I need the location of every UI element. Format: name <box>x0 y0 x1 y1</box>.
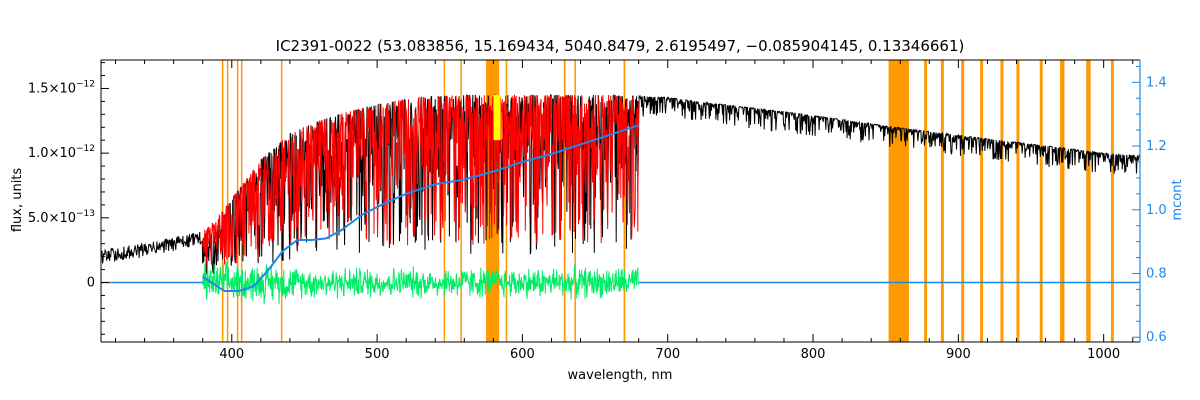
observed-spectrum-line <box>100 94 1141 275</box>
y2-tick-label: 0.8 <box>1146 266 1167 281</box>
y-tick-label: 0 <box>87 275 95 290</box>
masked-region <box>940 60 944 342</box>
masked-region <box>443 60 446 342</box>
series-layer <box>100 94 1141 305</box>
x-tick-label: 400 <box>219 347 244 362</box>
masked-region <box>1000 60 1004 342</box>
masked-regions <box>221 60 1114 342</box>
x-axis-label: wavelength, nm <box>568 368 673 383</box>
x-tick-label: 600 <box>510 347 535 362</box>
x-tick-label: 500 <box>365 347 390 362</box>
masked-region <box>961 60 965 342</box>
masked-region <box>563 60 566 342</box>
masked-region <box>980 60 984 342</box>
model-spectrum-line <box>202 94 640 269</box>
axes: 400 500 600 700 800 900 1000 0 5.0×10−13 1.0×10−1… <box>28 59 1167 362</box>
masked-region <box>623 60 626 342</box>
y2-tick-label: 0.6 <box>1146 330 1167 345</box>
highlight-band <box>493 94 501 141</box>
mcont-line <box>202 124 640 292</box>
y-tick-label: 5.0×10−13 <box>28 209 95 226</box>
y-tick-label: 1.0×10−12 <box>28 144 95 161</box>
masked-region <box>1086 60 1091 342</box>
y-tick-label: 1.5×10−12 <box>28 79 95 96</box>
masked-region <box>1016 60 1020 342</box>
masked-region <box>1060 60 1065 342</box>
x-tick-label: 1000 <box>1087 347 1120 362</box>
masked-region <box>221 60 224 342</box>
x-tick-label: 900 <box>946 347 971 362</box>
y-axis-label: flux, units <box>10 168 25 233</box>
masked-region <box>226 60 229 342</box>
masked-region <box>888 60 909 342</box>
masked-region <box>1110 60 1114 342</box>
y2-tick-label: 1.2 <box>1146 139 1167 154</box>
y2-tick-label: 1.4 <box>1146 75 1167 90</box>
x-tick-label: 800 <box>801 347 826 362</box>
residual-line <box>202 260 640 305</box>
chart-title: IC2391-0022 (53.083856, 15.169434, 5040.… <box>276 37 965 55</box>
masked-region <box>1039 60 1043 342</box>
x-tick-label: 700 <box>655 347 680 362</box>
masked-region <box>924 60 928 342</box>
y2-tick-label: 1.0 <box>1146 203 1167 218</box>
y2-axis-label: mcont <box>1170 179 1185 220</box>
